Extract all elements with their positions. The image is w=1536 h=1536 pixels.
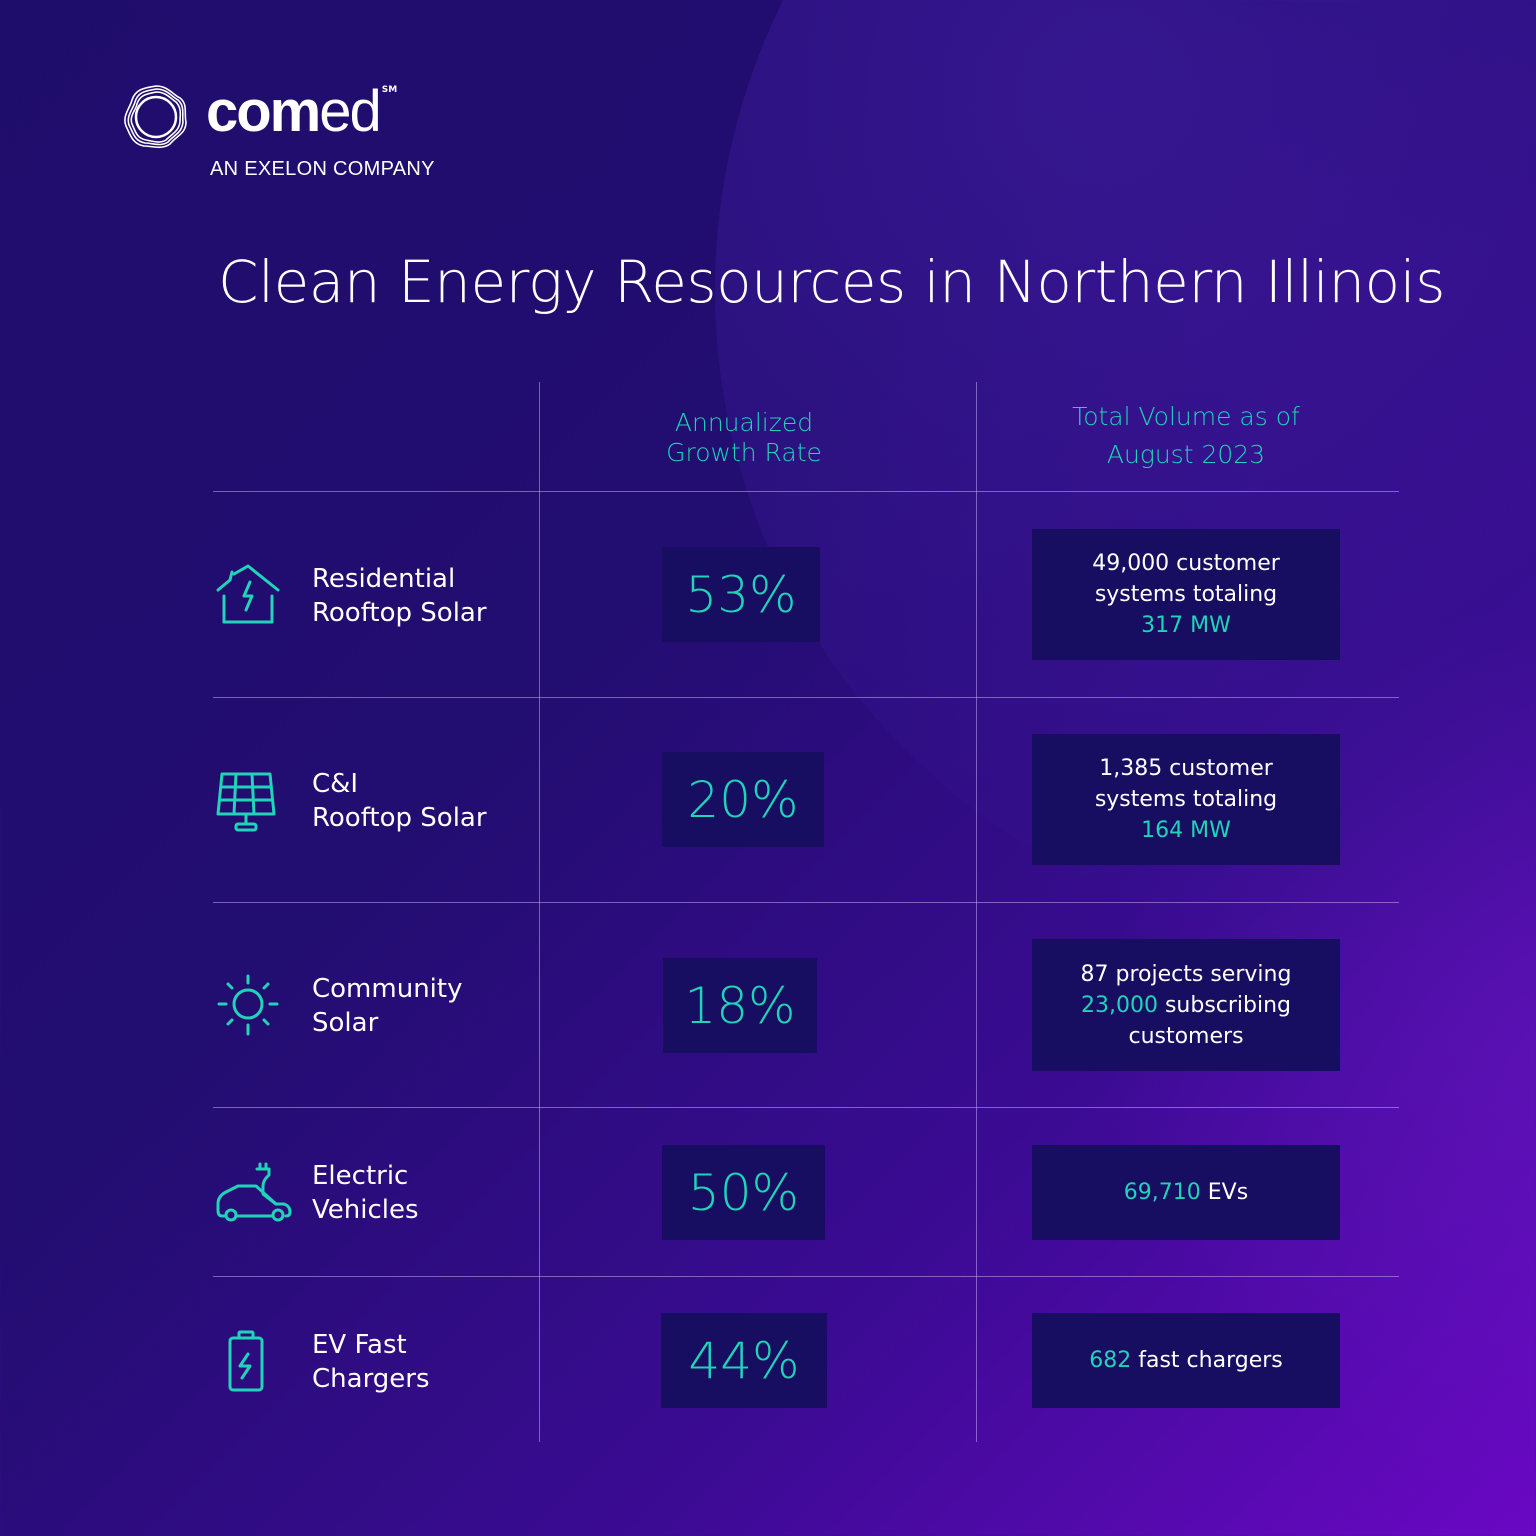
sun-icon [217, 974, 279, 1036]
column-divider [539, 382, 540, 1442]
comed-logo: comed SM AN EXELON COMPANY [120, 80, 435, 181]
row-label: Community Solar [312, 972, 462, 1040]
electric-car-icon [216, 1162, 292, 1222]
row-divider [213, 902, 1399, 903]
row-label: Electric Vehicles [312, 1159, 419, 1227]
volume-highlight: 164 MW [1141, 818, 1231, 843]
row-label-line: Rooftop Solar [312, 803, 487, 833]
row-divider [213, 697, 1399, 698]
volume-text: 69,710 EVs [1124, 1177, 1248, 1208]
volume-text-rest: subscribing [1157, 992, 1292, 1018]
header-line: Total Volume as of [1072, 402, 1300, 431]
service-mark: SM [381, 85, 398, 95]
battery-charging-icon [228, 1330, 264, 1392]
volume-highlight: 317 MW [1141, 613, 1231, 638]
volume-text: 23,000 subscribing [1081, 990, 1291, 1021]
growth-rate-value: 20% [662, 752, 824, 847]
header-line: Growth Rate [666, 438, 822, 467]
growth-rate-value: 18% [663, 958, 817, 1053]
growth-rate-value: 53% [662, 547, 820, 642]
growth-rate-value: 50% [662, 1145, 825, 1240]
volume-text: 682 fast chargers [1089, 1345, 1283, 1376]
total-volume-box: 87 projects serving 23,000 subscribing c… [1032, 939, 1340, 1071]
row-label-line: Community [312, 974, 463, 1004]
comed-wordmark: comed [206, 79, 382, 144]
volume-text: customers [1128, 1023, 1244, 1049]
total-volume-box: 69,710 EVs [1032, 1145, 1340, 1240]
column-divider [976, 382, 977, 1442]
volume-text-rest: EVs [1200, 1180, 1249, 1205]
row-label: C&I Rooftop Solar [312, 767, 487, 835]
row-label-line: Chargers [312, 1364, 430, 1394]
column-header-growth-rate: Annualized Growth Rate [560, 408, 928, 468]
solar-panel-icon [216, 772, 276, 832]
volume-text: systems totaling [1094, 582, 1278, 607]
volume-text: 1,385 customer [1099, 756, 1273, 781]
row-label-line: C&I [312, 769, 359, 799]
row-label-line: EV Fast [312, 1330, 407, 1360]
header-line: Annualized [674, 408, 814, 437]
row-divider [213, 1276, 1399, 1277]
volume-highlight: 69,710 [1123, 1180, 1201, 1205]
row-label-line: Rooftop Solar [312, 598, 487, 628]
column-header-total-volume: Total Volume as of August 2023 [990, 398, 1382, 474]
row-label-line: Residential [312, 564, 456, 594]
row-label-line: Solar [312, 1008, 379, 1038]
house-lightning-icon [216, 564, 280, 624]
header-line: August 2023 [1106, 440, 1266, 469]
logo-tagline: AN EXELON COMPANY [210, 158, 435, 180]
total-volume-box: 682 fast chargers [1032, 1313, 1340, 1408]
volume-text: 87 projects serving [1080, 961, 1292, 987]
row-label-line: Electric [312, 1161, 409, 1191]
volume-text-rest: fast chargers [1131, 1348, 1283, 1373]
row-divider [213, 1107, 1399, 1108]
page-title: Clean Energy Resources in Northern Illin… [218, 248, 1445, 316]
volume-highlight: 23,000 [1080, 992, 1158, 1018]
total-volume-box: 49,000 customer systems totaling 317 MW [1032, 529, 1340, 660]
row-label: Residential Rooftop Solar [312, 562, 487, 630]
volume-text: 49,000 customer [1092, 551, 1280, 576]
growth-rate-value: 44% [661, 1313, 827, 1408]
volume-highlight: 682 [1089, 1348, 1132, 1373]
volume-text: systems totaling [1094, 787, 1278, 812]
comed-logo-mark-icon [124, 85, 187, 149]
total-volume-box: 1,385 customer systems totaling 164 MW [1032, 734, 1340, 865]
row-label-line: Vehicles [312, 1195, 419, 1225]
row-divider [213, 491, 1399, 492]
row-label: EV Fast Chargers [312, 1328, 430, 1396]
